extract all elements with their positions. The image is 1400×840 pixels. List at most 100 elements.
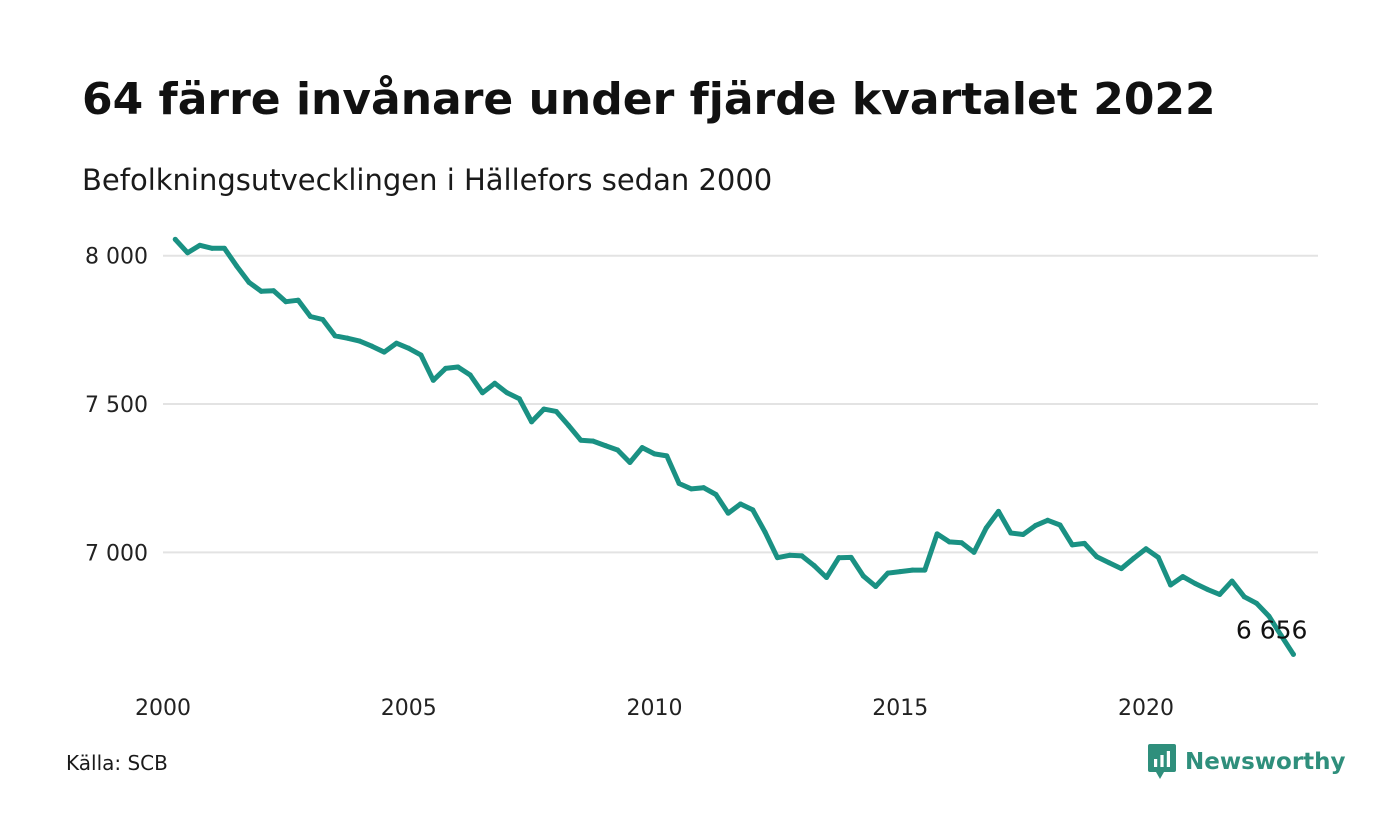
- data-point: [1278, 632, 1284, 638]
- data-point: [1168, 582, 1174, 588]
- data-point: [271, 288, 277, 294]
- data-point: [688, 486, 694, 492]
- data-point: [578, 437, 584, 443]
- data-point: [664, 453, 670, 459]
- chart-title: 64 färre invånare under fjärde kvartalet…: [82, 74, 1216, 125]
- data-point: [467, 372, 473, 378]
- data-point: [1008, 530, 1014, 536]
- series-layer: [172, 236, 1296, 657]
- data-point: [332, 333, 338, 339]
- data-point: [197, 242, 203, 248]
- data-point: [1180, 574, 1186, 580]
- data-point: [516, 396, 522, 402]
- data-point: [934, 531, 940, 537]
- data-point: [811, 563, 817, 569]
- data-point: [959, 540, 965, 546]
- data-point: [1057, 522, 1063, 528]
- data-point: [479, 390, 485, 396]
- data-point: [1020, 532, 1026, 538]
- x-tick-label: 2000: [135, 696, 191, 721]
- data-point: [565, 422, 571, 428]
- data-point: [1143, 546, 1149, 552]
- data-point: [799, 553, 805, 559]
- data-point: [1131, 555, 1137, 561]
- data-point: [639, 445, 645, 451]
- data-point: [320, 316, 326, 322]
- data-point: [897, 569, 903, 575]
- data-point: [1094, 554, 1100, 560]
- data-point: [295, 297, 301, 303]
- data-point: [910, 567, 916, 573]
- data-point: [1069, 542, 1075, 548]
- data-point: [418, 352, 424, 358]
- data-point: [1045, 517, 1051, 523]
- data-point: [185, 250, 191, 256]
- data-point: [1204, 586, 1210, 592]
- x-tick-label: 2020: [1118, 696, 1174, 721]
- data-point: [1254, 600, 1260, 606]
- data-point: [1217, 591, 1223, 597]
- data-point: [381, 349, 387, 355]
- annotation-layer: 6 656: [1236, 615, 1308, 644]
- data-point: [627, 459, 633, 465]
- data-point: [406, 345, 412, 351]
- y-tick-label: 7 000: [85, 541, 148, 566]
- data-point: [774, 555, 780, 561]
- data-point: [209, 245, 215, 251]
- chart-subtitle: Befolkningsutvecklingen i Hällefors seda…: [82, 163, 773, 197]
- data-point: [602, 443, 608, 449]
- y-tick-label: 7 500: [85, 393, 148, 418]
- x-axis-ticks: 2000 2005 2010 2015 2020: [135, 696, 1174, 721]
- data-point: [922, 567, 928, 573]
- data-point: [246, 279, 252, 285]
- data-point: [1155, 554, 1161, 560]
- data-point: [443, 365, 449, 371]
- data-point: [1241, 594, 1247, 600]
- data-point: [615, 447, 621, 453]
- data-point: [307, 314, 313, 320]
- data-point: [701, 485, 707, 491]
- data-point: [1082, 540, 1088, 546]
- data-point: [234, 263, 240, 269]
- series-line-0: [172, 236, 1296, 657]
- y-axis-ticks: 7 000 7 500 8 000: [85, 245, 148, 567]
- newsworthy-logo-icon: [1148, 744, 1176, 779]
- end-value-label: 6 656: [1236, 615, 1308, 644]
- data-point: [344, 335, 350, 341]
- data-point: [1106, 560, 1112, 566]
- data-point: [393, 340, 399, 346]
- data-point: [283, 299, 289, 305]
- data-point: [258, 288, 264, 294]
- data-point: [676, 481, 682, 487]
- data-point: [430, 377, 436, 383]
- data-point: [1192, 580, 1198, 586]
- data-point: [946, 539, 952, 545]
- data-point: [750, 507, 756, 513]
- data-point: [873, 583, 879, 589]
- data-point: [787, 552, 793, 558]
- data-point: [983, 525, 989, 531]
- data-point: [492, 380, 498, 386]
- x-tick-label: 2010: [626, 696, 682, 721]
- data-point: [1229, 578, 1235, 584]
- data-point: [836, 555, 842, 561]
- data-point: [824, 575, 830, 581]
- brand-logo[interactable]: Newsworthy: [1147, 743, 1346, 781]
- grid-lines: [163, 254, 1318, 554]
- data-point: [725, 510, 731, 516]
- data-point: [504, 390, 510, 396]
- data-point: [541, 406, 547, 412]
- data-point: [848, 554, 854, 560]
- data-point: [1032, 523, 1038, 529]
- data-point: [553, 408, 559, 414]
- data-point: [651, 451, 657, 457]
- data-point: [1118, 566, 1124, 572]
- data-point: [590, 438, 596, 444]
- data-point: [455, 364, 461, 370]
- x-tick-label: 2005: [381, 696, 437, 721]
- data-point: [996, 508, 1002, 514]
- data-point: [971, 549, 977, 555]
- data-point: [369, 343, 375, 349]
- x-tick-label: 2015: [872, 696, 928, 721]
